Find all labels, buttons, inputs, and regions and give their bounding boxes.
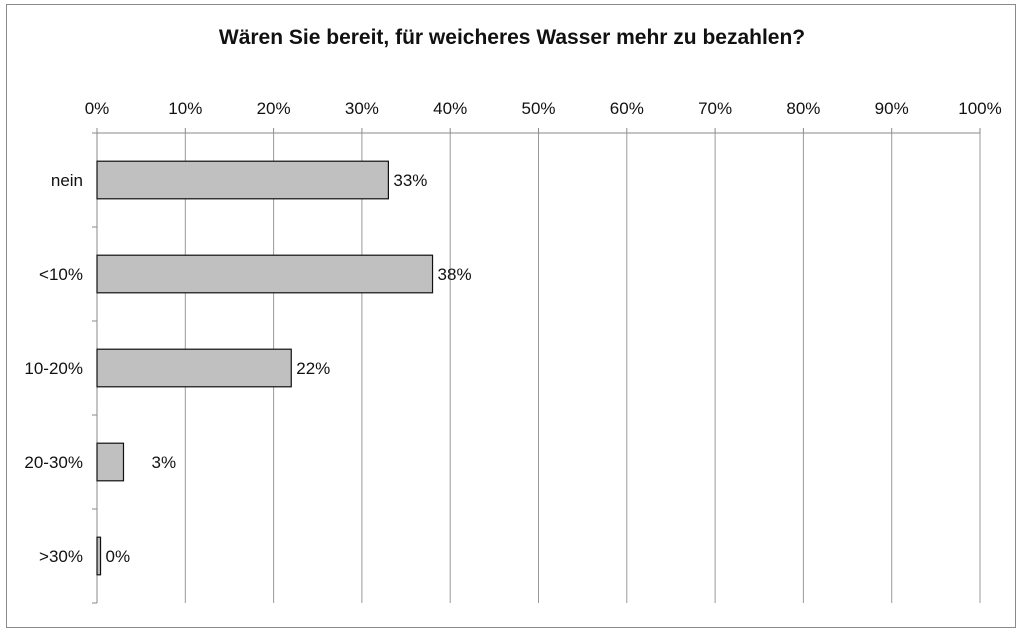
x-tick-label: 60% — [610, 99, 644, 118]
y-tick-label: 20-30% — [24, 453, 83, 472]
data-label: 0% — [106, 547, 131, 566]
chart-frame — [6, 4, 1016, 628]
x-tick-label: 90% — [875, 99, 909, 118]
x-tick-label: 70% — [698, 99, 732, 118]
data-label: 38% — [438, 265, 472, 284]
data-labels: 33% 38% 22% 3% 0% — [106, 171, 472, 566]
gridlines — [96, 133, 981, 603]
x-tick-label: 100% — [958, 99, 1001, 118]
y-tick-label: nein — [51, 171, 83, 190]
bar — [96, 442, 125, 482]
bar — [96, 348, 292, 388]
data-label: 33% — [393, 171, 427, 190]
y-tick-label: 10-20% — [24, 359, 83, 378]
x-tick-label: 30% — [345, 99, 379, 118]
chart-title: Wären Sie bereit, für weicheres Wasser m… — [218, 26, 806, 49]
x-tick-label: 40% — [433, 99, 467, 118]
data-label: 22% — [296, 359, 330, 378]
bars — [96, 160, 434, 576]
y-tick-label: >30% — [39, 547, 83, 566]
x-tick-label: 80% — [786, 99, 820, 118]
x-tick-label: 50% — [521, 99, 555, 118]
x-axis-ticks: 0% 10% 20% 30% 40% 50% 60% 70% 80% 90% 100% — [85, 99, 1002, 134]
bar — [96, 160, 389, 200]
y-axis-ticks: nein <10% 10-20% 20-30% >30% — [24, 132, 97, 604]
x-tick-label: 20% — [257, 99, 291, 118]
bar — [96, 254, 434, 294]
bar — [96, 536, 102, 576]
x-tick-label: 10% — [168, 99, 202, 118]
x-tick-label: 0% — [85, 99, 110, 118]
y-tick-label: <10% — [39, 265, 83, 284]
data-label: 3% — [151, 453, 176, 472]
